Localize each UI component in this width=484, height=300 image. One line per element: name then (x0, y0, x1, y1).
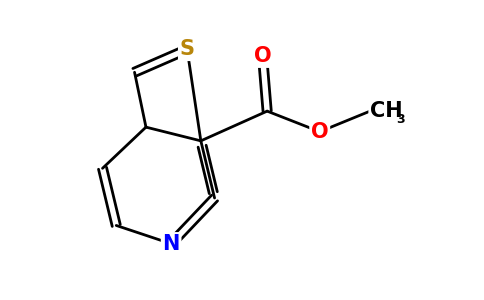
Text: O: O (311, 122, 329, 142)
Text: S: S (180, 39, 195, 59)
Text: N: N (163, 234, 180, 254)
Text: CH: CH (370, 101, 403, 121)
Text: 3: 3 (396, 113, 405, 126)
Text: O: O (254, 46, 272, 66)
